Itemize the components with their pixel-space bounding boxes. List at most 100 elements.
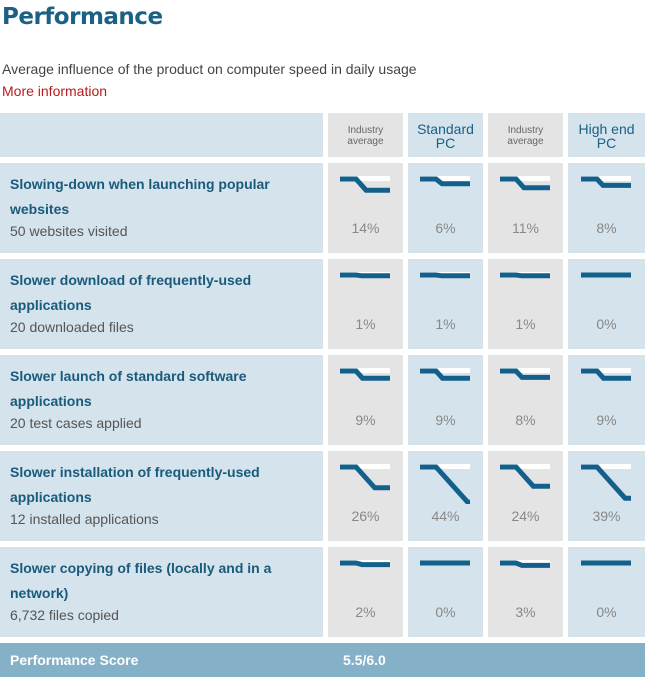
value-cell: 8%: [488, 355, 563, 445]
row-title: Slower copying of files (locally and in …: [10, 560, 272, 601]
performance-score-label: Performance Score: [10, 652, 139, 668]
performance-score-value: 5.5/6.0: [343, 652, 386, 668]
value-cell: 24%: [488, 451, 563, 541]
slowdown-percent: 0%: [596, 604, 617, 620]
slowdown-graphic: [581, 560, 631, 566]
value-cell: 44%: [408, 451, 483, 541]
slowdown-percent: 0%: [435, 604, 456, 620]
baseline-reference: [340, 368, 390, 373]
slowdown-line: [500, 368, 550, 380]
slowdown-percent: 6%: [435, 220, 456, 236]
slowdown-line: [340, 560, 390, 568]
slowdown-percent: 14%: [351, 220, 380, 236]
slowdown-line: [581, 368, 631, 381]
slowdown-percent: 11%: [512, 220, 539, 236]
column-header-line: PC: [435, 135, 456, 151]
slowdown-percent: 8%: [596, 220, 617, 236]
column-header-1: Industry average: [328, 113, 403, 157]
slowdown-graphic: [420, 464, 470, 504]
slowdown-percent: 1%: [515, 316, 536, 332]
column-header-line: Industry: [507, 125, 544, 136]
slowdown-graphic: [500, 560, 550, 568]
slowdown-graphic: [500, 272, 550, 279]
value-cell: 8%: [568, 163, 645, 253]
row-label-cell: Slowing-down when launching popular webs…: [0, 163, 323, 253]
baseline-reference: [340, 176, 390, 181]
slowdown-graphic: [340, 272, 390, 279]
column-header-4: High end PC: [568, 113, 645, 157]
slowdown-line: [420, 176, 470, 187]
baseline-reference: [420, 368, 470, 373]
slowdown-line: [500, 176, 550, 191]
slowdown-percent: 39%: [592, 508, 621, 524]
baseline-reference: [500, 368, 550, 373]
slowdown-line: [420, 368, 470, 381]
row-label-cell: Slower download of frequently-used appli…: [0, 259, 323, 349]
slowdown-line: [581, 464, 631, 501]
value-cell: 1%: [328, 259, 403, 349]
slowdown-graphic: [420, 272, 470, 279]
slowdown-graphic: [420, 176, 470, 187]
baseline-reference: [500, 176, 550, 181]
baseline-reference: [581, 368, 631, 373]
slowdown-line: [500, 272, 550, 279]
slowdown-graphic: [500, 176, 550, 191]
baseline-reference: [500, 560, 550, 565]
row-subtitle: 20 test cases applied: [10, 415, 142, 431]
slowdown-line: [340, 272, 390, 279]
row-title: Slower installation of frequently-used a…: [10, 464, 260, 505]
slowdown-line: [500, 464, 550, 489]
value-cell: 9%: [568, 355, 645, 445]
column-header-2: Standard PC: [408, 113, 483, 157]
slowdown-graphic: [581, 368, 631, 381]
value-cell: 9%: [328, 355, 403, 445]
slowdown-percent: 9%: [435, 412, 456, 428]
value-cell: 6%: [408, 163, 483, 253]
column-header-line: Industry: [347, 125, 384, 136]
value-cell: 11%: [488, 163, 563, 253]
row-title: Slower download of frequently-used appli…: [10, 272, 252, 313]
slowdown-percent: 24%: [511, 508, 540, 524]
slowdown-graphic: [340, 368, 390, 381]
slowdown-graphic: [340, 560, 390, 568]
baseline-reference: [420, 176, 470, 181]
slowdown-graphic: [340, 464, 390, 491]
row-title: Slower launch of standard software appli…: [10, 368, 247, 409]
baseline-reference: [500, 464, 550, 469]
baseline-reference: [581, 464, 631, 469]
column-header-3: Industry average: [488, 113, 563, 157]
baseline-reference: [420, 464, 470, 469]
slowdown-percent: 0%: [596, 316, 617, 332]
value-cell: 0%: [568, 259, 645, 349]
slowdown-percent: 1%: [435, 316, 456, 332]
column-header-line: High end: [578, 121, 635, 137]
header-label-cell: [0, 113, 323, 157]
slowdown-graphic: [420, 368, 470, 381]
slowdown-line: [420, 272, 470, 279]
row-subtitle: 12 installed applications: [10, 511, 159, 527]
slowdown-line: [420, 464, 470, 504]
slowdown-percent: 8%: [515, 412, 536, 428]
value-cell: 0%: [408, 547, 483, 637]
column-header-line: Standard: [417, 121, 474, 137]
row-label-cell: Slower copying of files (locally and in …: [0, 547, 323, 637]
value-cell: 14%: [328, 163, 403, 253]
slowdown-graphic: [500, 464, 550, 489]
slowdown-percent: 44%: [431, 508, 460, 524]
slowdown-graphic: [420, 560, 470, 566]
slowdown-line: [340, 368, 390, 381]
slowdown-graphic: [581, 176, 631, 188]
value-cell: 2%: [328, 547, 403, 637]
row-label-cell: Slower installation of frequently-used a…: [0, 451, 323, 541]
row-subtitle: 50 websites visited: [10, 223, 128, 239]
baseline-reference: [581, 176, 631, 181]
row-subtitle: 20 downloaded files: [10, 319, 134, 335]
more-information-link[interactable]: More information: [2, 83, 108, 99]
value-cell: 0%: [568, 547, 645, 637]
value-cell: 9%: [408, 355, 483, 445]
column-header-line: average: [347, 136, 384, 147]
row-subtitle: 6,732 files copied: [10, 607, 119, 623]
value-cell: 26%: [328, 451, 403, 541]
slowdown-percent: 1%: [355, 316, 376, 332]
slowdown-line: [581, 176, 631, 188]
